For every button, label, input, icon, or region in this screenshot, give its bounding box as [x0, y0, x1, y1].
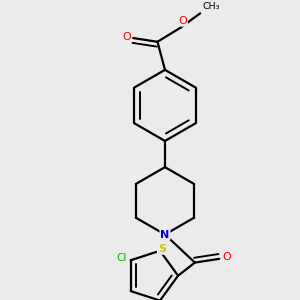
- Text: Cl: Cl: [116, 254, 127, 263]
- Text: CH₃: CH₃: [202, 2, 220, 11]
- Text: O: O: [122, 32, 131, 42]
- Text: S: S: [158, 244, 166, 254]
- Text: O: O: [222, 252, 231, 262]
- Text: N: N: [160, 230, 170, 239]
- Text: O: O: [178, 16, 187, 26]
